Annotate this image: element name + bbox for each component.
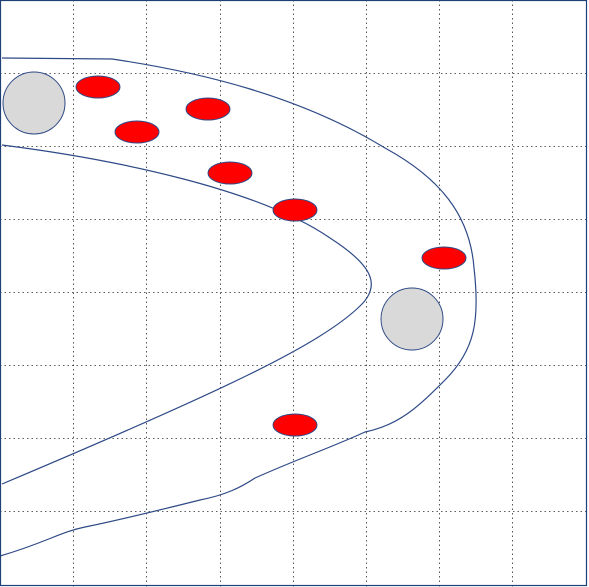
red-marker — [75, 75, 121, 99]
inner-boundary-curve — [1, 144, 372, 485]
grey-marker — [2, 71, 66, 135]
red-marker — [272, 413, 318, 437]
red-marker — [421, 246, 467, 270]
grey-marker — [380, 287, 444, 351]
red-marker — [185, 97, 231, 121]
markers — [2, 71, 467, 437]
red-marker — [207, 161, 253, 185]
red-marker — [272, 198, 318, 222]
red-marker — [114, 120, 160, 144]
outer-boundary-curve — [0, 57, 477, 557]
